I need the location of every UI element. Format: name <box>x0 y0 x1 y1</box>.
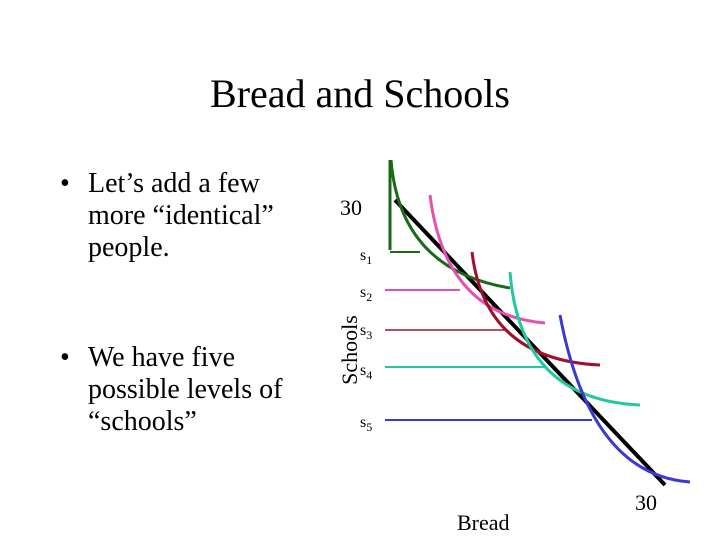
bullet-text: We have five possible levels of “schools… <box>88 342 283 437</box>
level-base: s <box>360 414 366 431</box>
bullet-dot: • <box>60 342 70 373</box>
level-label: s4 <box>360 362 372 382</box>
level-sub: 3 <box>366 328 372 342</box>
indifference-curve <box>428 194 546 325</box>
indifference-curve <box>389 159 511 290</box>
x-axis-label: Bread <box>457 510 510 535</box>
level-sub: 1 <box>366 253 372 267</box>
level-base: s <box>360 322 366 339</box>
bullet: • Let’s add a few more “identical” people… <box>60 168 308 264</box>
y-max-label: 30 <box>340 195 362 220</box>
level-sub: 2 <box>366 290 372 304</box>
level-sub: 4 <box>366 368 372 382</box>
x-max-label: 30 <box>635 490 657 515</box>
bullet-dot: • <box>60 168 70 199</box>
bullet: • We have five possible levels of “school… <box>60 342 313 438</box>
y-axis-label: Schools <box>337 315 362 385</box>
slide-title: Bread and Schools <box>210 71 510 116</box>
level-base: s <box>360 362 366 379</box>
bullet-text: Let’s add a few more “identical” people. <box>88 168 274 263</box>
level-label: s3 <box>360 322 372 342</box>
indifference-curve <box>558 314 691 484</box>
level-label: s5 <box>360 414 372 434</box>
indifference-curve <box>470 251 601 367</box>
indifference-curve <box>508 271 641 407</box>
level-base: s <box>360 284 366 301</box>
level-label: s2 <box>360 284 372 304</box>
level-base: s <box>360 247 366 264</box>
level-sub: 5 <box>366 420 372 434</box>
level-label: s1 <box>360 247 372 267</box>
